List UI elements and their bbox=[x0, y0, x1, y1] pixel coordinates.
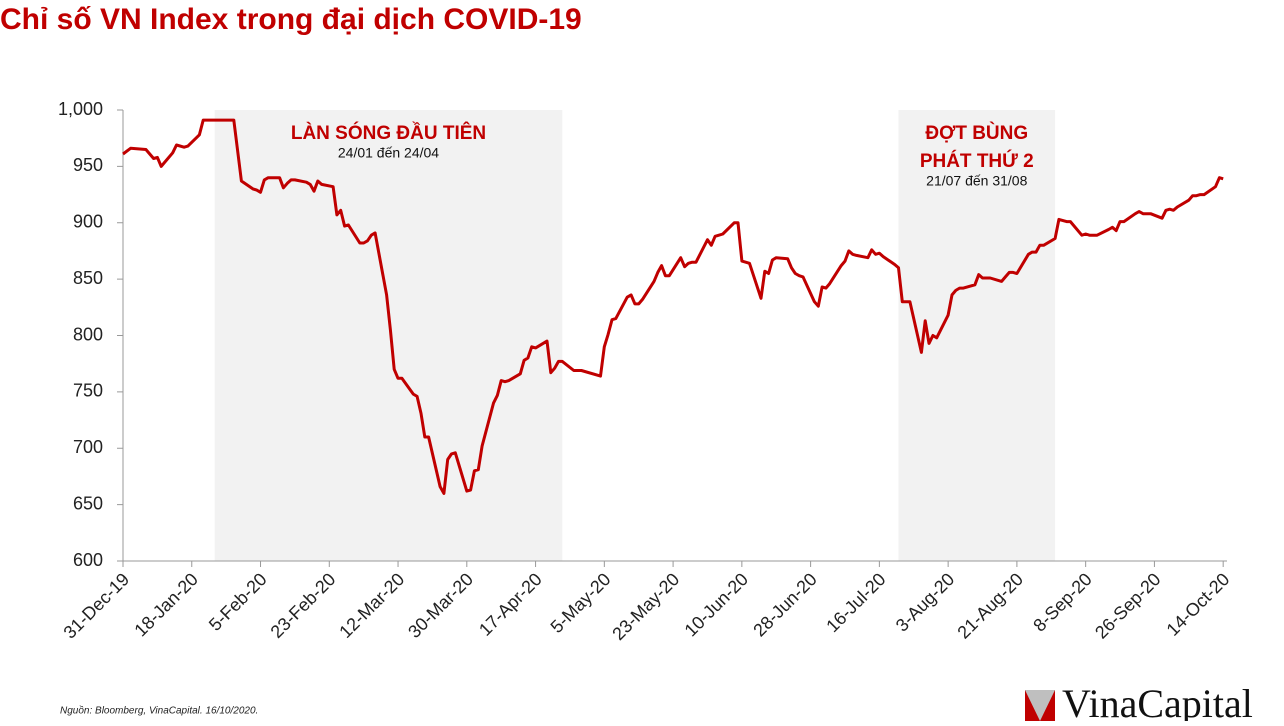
logo-text: VinaCapital bbox=[1062, 681, 1253, 721]
y-tick-label: 950 bbox=[73, 155, 103, 175]
period-shade bbox=[214, 110, 563, 561]
period-label: ĐỢT BÙNG bbox=[925, 122, 1028, 144]
chart-title: Chỉ số VN Index trong đại dịch COVID-19 bbox=[0, 3, 582, 36]
y-tick-label: 900 bbox=[73, 212, 103, 232]
source-note: Nguồn: Bloomberg, VinaCapital. 16/10/202… bbox=[60, 705, 258, 717]
x-tick-label: 5-May-20 bbox=[547, 569, 615, 637]
x-tick-label: 16-Jul-20 bbox=[822, 569, 889, 636]
x-tick-label: 31-Dec-19 bbox=[60, 569, 134, 643]
logo-mark bbox=[1025, 690, 1055, 721]
x-tick-label: 18-Jan-20 bbox=[130, 569, 201, 640]
period-sublabel: 21/07 đến 31/08 bbox=[926, 173, 1027, 189]
x-tick-label: 26-Sep-20 bbox=[1091, 569, 1165, 643]
logo-triangle bbox=[1025, 690, 1055, 721]
x-tick-label: 5-Feb-20 bbox=[205, 569, 271, 635]
x-tick-label: 28-Jun-20 bbox=[749, 569, 820, 640]
y-tick-label: 850 bbox=[73, 268, 103, 288]
x-tick-label: 30-Mar-20 bbox=[404, 569, 477, 642]
x-tick-label: 23-Feb-20 bbox=[267, 569, 340, 642]
x-tick-label: 21-Aug-20 bbox=[954, 569, 1028, 643]
y-tick-label: 600 bbox=[73, 550, 103, 570]
index-line bbox=[122, 118, 1224, 495]
period-label: PHÁT THỨ 2 bbox=[920, 150, 1034, 172]
x-tick-label: 8-Sep-20 bbox=[1029, 569, 1096, 636]
y-tick-label: 1,000 bbox=[58, 99, 103, 119]
period-sublabel: 24/01 đến 24/04 bbox=[338, 145, 439, 161]
x-tick-label: 12-Mar-20 bbox=[335, 569, 408, 642]
y-tick-label: 750 bbox=[73, 381, 103, 401]
x-tick-label: 3-Aug-20 bbox=[892, 569, 959, 636]
y-tick-label: 650 bbox=[73, 493, 103, 513]
x-tick-label: 23-May-20 bbox=[608, 569, 683, 644]
y-tick-label: 800 bbox=[73, 324, 103, 344]
period-label: LÀN SÓNG ĐẦU TIÊN bbox=[291, 122, 486, 144]
x-tick-label: 10-Jun-20 bbox=[681, 569, 752, 640]
x-tick-label: 17-Apr-20 bbox=[475, 569, 546, 640]
y-tick-label: 700 bbox=[73, 437, 103, 457]
x-tick-label: 14-Oct-20 bbox=[1163, 569, 1234, 640]
